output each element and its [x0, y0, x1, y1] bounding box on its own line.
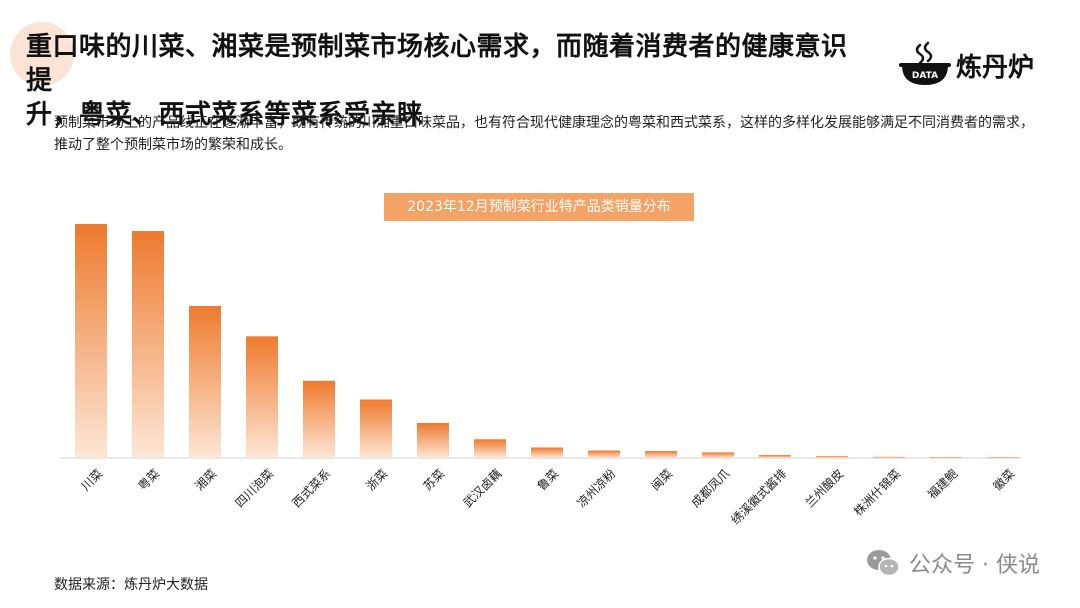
bar-16 [930, 457, 962, 458]
bar-9 [531, 447, 563, 458]
bar-4 [246, 336, 278, 458]
x-tick-label-17: 徽菜 [990, 466, 1018, 494]
bar-2 [132, 231, 164, 458]
x-tick-label-1: 川菜 [78, 466, 105, 493]
data-source-note: 数据来源：炼丹炉大数据 [54, 577, 208, 593]
x-tick-label-7: 苏菜 [420, 466, 447, 493]
description-text: 预制菜市场上的产品线正在逐渐丰富，既有传统的川湘重口味菜品，也有符合现代健康理念… [54, 115, 1034, 153]
x-tick-label-8: 武汉卤藕 [460, 466, 504, 510]
bar-10 [588, 450, 620, 458]
bar-12 [702, 452, 734, 458]
watermark-text: 公众号 · 侠说 [909, 553, 1040, 578]
x-tick-label-5: 西式菜系 [289, 466, 333, 510]
page-title: 重口味的川菜、湘菜是预制菜市场核心需求，而随着消费者的健康意识提 升，粤菜、西式… [26, 30, 866, 132]
x-tick-label-12: 成都凤爪 [688, 466, 732, 510]
wechat-watermark: 公众号 · 侠说 [865, 547, 1040, 579]
bar-5 [303, 380, 335, 458]
x-tick-label-3: 湘菜 [192, 466, 220, 494]
page-title-line-1: 重口味的川菜、湘菜是预制菜市场核心需求，而随着消费者的健康意识提 [26, 32, 848, 96]
x-tick-label-9: 鲁菜 [534, 466, 561, 493]
bar-13 [759, 454, 791, 458]
bar-1 [75, 224, 107, 458]
x-tick-label-4: 四川泡菜 [232, 466, 276, 510]
x-tick-label-13: 绣溪徽式酱排 [728, 466, 790, 528]
bar-15 [873, 456, 905, 458]
chart-title: 2023年12月预制菜行业特产品类销量分布 [384, 193, 694, 221]
x-tick-label-6: 浙菜 [363, 466, 390, 493]
x-tick-label-14: 兰州酿皮 [802, 466, 847, 511]
pot-logo-icon: DATA [898, 41, 951, 85]
bar-6 [360, 399, 392, 458]
x-tick-label-11: 闽菜 [648, 466, 675, 493]
bar-14 [816, 456, 848, 458]
x-tick-label-2: 粤菜 [135, 466, 163, 494]
page-title-line-2: 升，粤菜、西式菜系等菜系受亲睐 [26, 100, 424, 130]
x-tick-label-16: 福建鲍 [924, 466, 960, 502]
brand-logo: DATA 炼丹炉 [898, 40, 1034, 90]
bar-8 [474, 439, 506, 458]
title-decoration-circle [10, 22, 74, 86]
bar-11 [645, 450, 677, 458]
bar-17 [987, 457, 1019, 458]
logo-text: 炼丹炉 [955, 52, 1034, 83]
bar-3 [189, 305, 221, 458]
wechat-icon [867, 550, 900, 577]
x-tick-label-15: 株洲什锦菜 [850, 466, 903, 519]
bar-7 [417, 422, 449, 458]
x-tick-label-10: 凉州凉粉 [574, 466, 619, 511]
logo-badge-text: DATA [912, 71, 938, 81]
